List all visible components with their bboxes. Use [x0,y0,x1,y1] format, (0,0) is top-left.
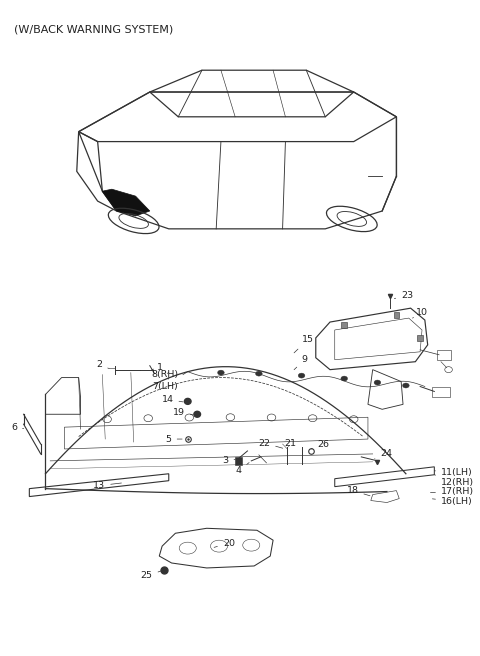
Text: 22: 22 [258,438,283,448]
Text: 26: 26 [311,440,330,449]
Ellipse shape [403,383,409,388]
Text: 16(LH): 16(LH) [432,497,473,506]
Text: 13: 13 [93,481,121,490]
Text: 23: 23 [395,291,413,300]
Text: 3: 3 [222,457,235,465]
Text: 11(LH): 11(LH) [434,468,473,478]
Ellipse shape [217,370,224,375]
Polygon shape [102,189,150,216]
Bar [235,457,242,465]
Bar [394,312,399,318]
Text: 4: 4 [236,462,249,476]
Text: 1: 1 [152,363,162,372]
Text: 24: 24 [374,449,392,459]
Ellipse shape [374,380,381,385]
Ellipse shape [298,373,305,378]
Text: 7(LH): 7(LH) [153,378,178,391]
Text: 9: 9 [294,356,308,370]
Text: 2: 2 [96,360,109,369]
Text: 8(RH): 8(RH) [151,370,178,379]
Bar [437,350,451,359]
Text: 21: 21 [285,438,297,447]
Bar [341,322,347,328]
Text: 19: 19 [173,408,192,417]
Text: 12(RH): 12(RH) [434,475,474,487]
Ellipse shape [184,398,191,404]
Bar [417,335,423,341]
Text: 18: 18 [347,486,370,496]
Text: 25: 25 [141,571,161,581]
Text: 6: 6 [11,422,24,432]
Text: 14: 14 [161,395,183,404]
Ellipse shape [194,411,201,417]
Ellipse shape [255,371,262,376]
Text: 17(RH): 17(RH) [431,487,474,496]
Ellipse shape [341,376,348,381]
Text: 5: 5 [166,434,182,443]
Bar [432,388,449,398]
Text: 10: 10 [412,308,428,318]
Text: 20: 20 [214,539,235,548]
Text: (W/BACK WARNING SYSTEM): (W/BACK WARNING SYSTEM) [14,24,173,35]
Text: 15: 15 [294,335,313,353]
